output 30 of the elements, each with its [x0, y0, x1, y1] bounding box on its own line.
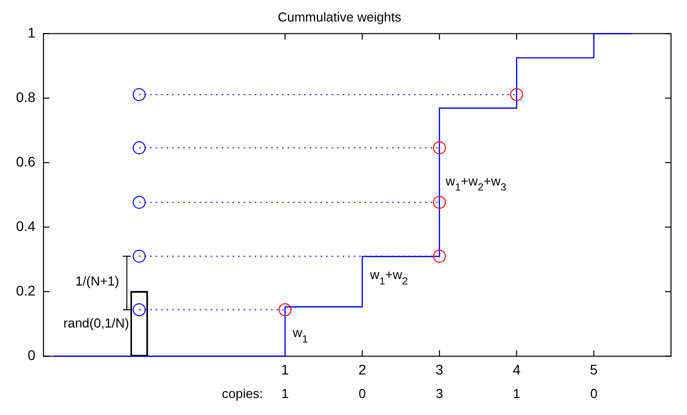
chart-title: Cummulative weights: [278, 9, 402, 24]
text: 1: [513, 386, 520, 401]
point: [510, 88, 524, 102]
y-tick-label: 0.6: [16, 154, 36, 170]
x-tick-label: 5: [590, 361, 598, 378]
x-tick-label: 2: [358, 361, 366, 378]
point: [132, 303, 146, 316]
point: [132, 88, 146, 102]
x-tick-label: 1: [281, 361, 290, 378]
x-tick-label: 3: [436, 361, 444, 378]
annotation: rand(0,1/N): [63, 316, 130, 331]
point: [432, 141, 446, 154]
text: 0: [358, 386, 366, 401]
text: 0: [590, 386, 598, 401]
point: [432, 250, 446, 263]
text: 3: [436, 386, 444, 401]
y-tick-label: 0: [28, 347, 36, 364]
y-tick-label: 0.4: [16, 218, 36, 234]
y-tick-label: 1: [28, 24, 36, 40]
text: copies:: [222, 386, 264, 401]
point: [132, 250, 146, 263]
annotation: 1/(N+1): [75, 274, 120, 289]
point: [132, 196, 146, 209]
text: 1: [281, 386, 289, 401]
y-tick-label: 0.2: [16, 282, 36, 299]
point: [132, 141, 146, 154]
point: [278, 303, 292, 316]
x-tick-label: 4: [512, 361, 521, 378]
point: [432, 196, 446, 209]
y-tick-label: 0.8: [16, 88, 36, 105]
